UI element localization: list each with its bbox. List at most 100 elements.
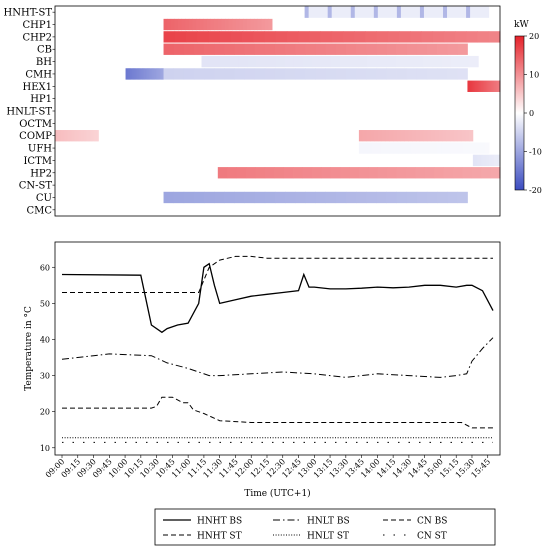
segment-chp1 [192, 18, 197, 31]
segment-cu [254, 191, 266, 204]
segment-bh [422, 55, 433, 68]
segment-hp2 [217, 167, 228, 179]
segment-chp2 [197, 31, 209, 43]
segment-comp [461, 130, 466, 142]
segment-cmh [147, 68, 149, 80]
segment-comp [81, 130, 83, 142]
segment-cu [335, 191, 347, 204]
segment-comp [370, 130, 375, 142]
segment-chp2 [286, 31, 299, 43]
segment-chp1 [257, 18, 262, 31]
segment-bh [210, 55, 221, 68]
segment-bh [386, 55, 396, 68]
segment-chp1 [243, 18, 248, 31]
line-chart: 10 20 30 40 50 60 09:0009:1509:3009:4510:0010… [24, 241, 501, 499]
segment-chp1 [185, 18, 190, 31]
segment-ufh [411, 142, 416, 154]
segment-ictm [483, 154, 486, 167]
segment-cmh [224, 68, 235, 80]
segment-hp2 [302, 167, 313, 179]
y-tick-label: 10 [40, 444, 50, 453]
segment-comp [89, 130, 92, 142]
segment-ufh [406, 142, 412, 154]
segment-ictm [489, 154, 491, 167]
segment-hp2 [387, 167, 397, 179]
segment-ictm [475, 154, 477, 167]
segment-hex1 [482, 80, 485, 92]
segment-cu [426, 191, 438, 204]
segment-bh [303, 55, 313, 68]
segment-hp2 [481, 167, 491, 179]
segment-ufh [380, 142, 386, 154]
segment-cmh [138, 68, 140, 80]
segment-hp2 [368, 167, 379, 179]
segment-cb [325, 43, 337, 55]
segment-comp [442, 130, 447, 142]
segment-chp1 [235, 18, 240, 31]
segment-chp1 [246, 18, 251, 31]
segment-bh [330, 55, 341, 68]
segment-ictm [493, 154, 495, 167]
segment-cb [305, 43, 316, 55]
segment-ufh [445, 142, 451, 154]
legend-label: HNHT ST [197, 532, 242, 542]
segment-cmh [204, 68, 215, 80]
segment-chp2 [230, 31, 243, 43]
segment-bh [339, 55, 350, 68]
segment-comp [86, 130, 89, 142]
x-axis-title: Time (UTC+1) [244, 488, 310, 499]
segment-ufh [432, 142, 438, 154]
segment-hnht-st-pulse [373, 6, 378, 18]
segment-hp2 [340, 167, 350, 179]
colorbar-tick-label: 0 [529, 109, 534, 118]
segment-comp [69, 130, 72, 142]
segment-cb [406, 43, 418, 55]
segment-comp [78, 130, 81, 142]
segment-hnht-st-pulse [327, 6, 332, 18]
segment-chp2 [354, 31, 366, 43]
segment-cu [386, 191, 397, 204]
segment-cu [244, 191, 256, 204]
segment-cmh [157, 68, 159, 80]
legend-box [154, 508, 496, 546]
colorbar-title: kW [514, 20, 529, 30]
segment-ufh [371, 142, 377, 154]
series-hnht-bs [61, 262, 494, 334]
segment-cmh [254, 68, 266, 80]
segment-chp2 [399, 31, 411, 43]
segment-cmh [183, 68, 195, 80]
segment-hex1 [497, 80, 500, 92]
segment-chp2 [365, 31, 378, 43]
segment-ictm [490, 154, 492, 167]
segment-cb [244, 43, 256, 55]
segment-cb [295, 43, 306, 55]
series-hnlt-bs [61, 337, 494, 378]
segment-cu [447, 191, 458, 204]
segment-hp2 [311, 167, 322, 179]
segment-hp2 [236, 167, 247, 179]
segment-comp [73, 130, 76, 142]
row-label-hnht-st: HNHT-ST [4, 8, 53, 19]
segment-chp1 [239, 18, 244, 31]
segment-cb [335, 43, 347, 55]
segment-comp [419, 130, 424, 142]
legend-label: HNLT ST [307, 532, 349, 542]
segment-cmh [131, 68, 134, 80]
segment-hex1 [481, 80, 484, 92]
segment-ufh [480, 142, 486, 154]
segment-ictm [485, 154, 487, 167]
segment-cmh [406, 68, 418, 80]
segment-cu [345, 191, 357, 204]
segment-cmh [345, 68, 357, 80]
segment-cmh [274, 68, 286, 80]
segment-hp2 [293, 167, 303, 179]
line-chart-frame [54, 241, 501, 456]
segment-cmh [159, 68, 162, 80]
segment-cb [426, 43, 438, 55]
segment-ufh [363, 142, 368, 154]
segment-comp [366, 130, 371, 142]
segment-cb [274, 43, 286, 55]
segment-ufh [463, 142, 468, 154]
segment-cb [193, 43, 205, 55]
segment-chp1 [261, 18, 266, 31]
